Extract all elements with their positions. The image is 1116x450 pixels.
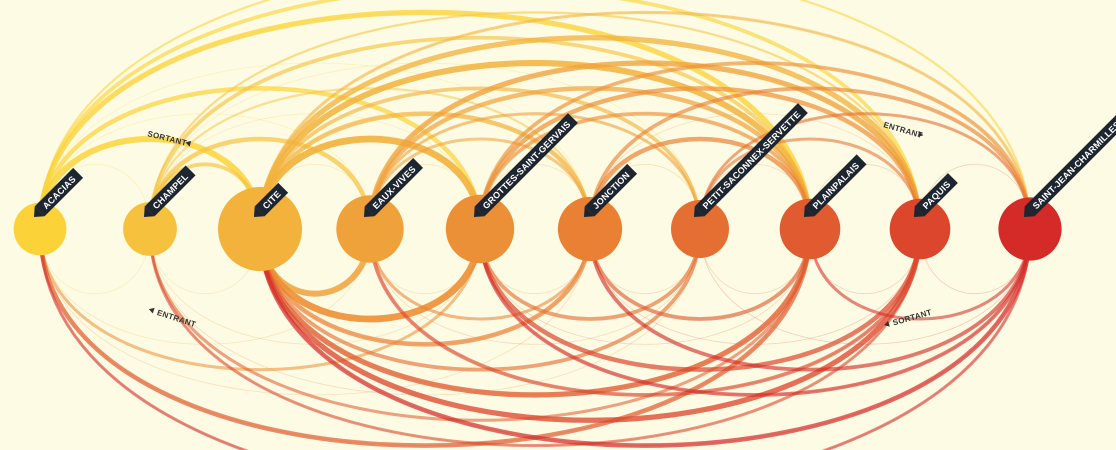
flow-arc-jonction-to-eaux-vives [368, 227, 592, 321]
faint-arc-acacias-saint-jean-charmilles [39, 0, 1031, 230]
arrow-left-icon [884, 320, 890, 327]
pin-icon [254, 206, 265, 217]
node-cite[interactable] [218, 187, 302, 271]
node-label-bg [804, 154, 867, 217]
arrow-right-icon [917, 131, 924, 137]
flow-arc-champel-to-paquis [148, 11, 922, 231]
faint-arc-champel-paquis [149, 12, 921, 230]
node-label-bg [474, 113, 578, 217]
node-saint-jean-charmilles[interactable] [998, 197, 1062, 261]
flow-arc-saint-jean-charmilles-to-grottes-saint-gervais [478, 227, 1032, 397]
flow-arc-jonction-to-plainpalais [587, 136, 813, 232]
node-label-bg [694, 103, 808, 217]
node-label-bg [584, 163, 638, 217]
node-label-bg [34, 167, 84, 217]
node-label-bg [144, 165, 196, 217]
node-petit-saconnex-servette[interactable] [671, 200, 729, 258]
flow-arc-cite-to-paquis [257, 35, 923, 232]
flow-arc-cite-to-saint-jean-charmilles [258, 11, 1032, 231]
node-acacias[interactable] [13, 202, 67, 256]
node-label-bg [364, 157, 424, 217]
flow-arc-jonction-to-saint-jean-charmilles [588, 86, 1032, 231]
flow-arc-plainpalais-to-jonction [588, 227, 812, 321]
flow-arc-eaux-vives-to-jonction [368, 137, 592, 231]
faint-arc-eaux-vives-petit-saconnex-servette [369, 228, 701, 345]
pin-icon [1024, 206, 1035, 217]
flow-arc-cite-to-plainpalais [256, 60, 814, 233]
node-grottes-saint-gervais[interactable] [445, 194, 515, 264]
flow-arc-grottes-saint-gervais-to-paquis [477, 86, 923, 232]
faint-arc-acacias-jonction [39, 62, 591, 230]
flow-arc-acacias-to-grottes-saint-gervais [37, 86, 483, 232]
node-label-bg [1024, 113, 1116, 217]
faint-arc-acacias-jonction [39, 228, 591, 396]
node-jonction[interactable] [557, 196, 623, 262]
flow-arc-eaux-vives-to-petit-saconnex-servette [368, 112, 702, 231]
pin-icon [694, 206, 705, 217]
flow-arcs [36, 0, 1033, 450]
arrow-left-icon [185, 140, 192, 147]
node-label-bg [254, 182, 289, 217]
faint-arc-acacias-eaux-vives [39, 228, 371, 345]
flow-arc-paquis-to-champel [148, 227, 922, 447]
faint-arc-jonction-paquis [589, 228, 921, 345]
flow-arc-acacias-to-plainpalais [37, 9, 813, 232]
pin-icon [914, 206, 925, 217]
flow-arc-petit-saconnex-servette-to-saint-jean-charmilles [698, 112, 1032, 231]
pin-icon [144, 206, 155, 217]
flow-arc-cite-to-jonction [257, 111, 593, 232]
flow-arc-paquis-to-eaux-vives [368, 227, 922, 397]
district-nodes [13, 187, 1062, 271]
pin-icon [34, 206, 45, 217]
node-plainpalais[interactable] [779, 198, 841, 260]
flow-arc-plainpalais-to-cite [257, 226, 813, 398]
flow-arc-acacias-to-saint-jean-charmilles [38, 0, 1032, 231]
flow-arc-petit-saconnex-servette-to-grottes-saint-gervais [478, 227, 702, 321]
flow-arc-grottes-saint-gervais-to-saint-jean-charmilles [478, 61, 1032, 231]
flow-arc-cite-to-petit-saconnex-servette [258, 86, 702, 231]
flow-arc-saint-jean-charmilles-to-cite [257, 226, 1033, 448]
flow-arc-paquis-to-grottes-saint-gervais [477, 226, 923, 372]
flow-arc-champel-to-jonction [148, 87, 592, 231]
node-champel[interactable] [123, 202, 177, 256]
node-eaux-vives[interactable] [336, 195, 404, 263]
faint-arc-grottes-saint-gervais-plainpalais [479, 228, 811, 345]
flow-arc-grottes-saint-gervais-to-acacias [38, 227, 482, 371]
flow-arc-saint-jean-charmilles-to-acacias [38, 227, 1032, 450]
flow-arc-saint-jean-charmilles-to-jonction [588, 227, 1032, 372]
pin-icon [584, 206, 595, 217]
node-label-bg [914, 173, 958, 217]
flow-arc-plainpalais-to-acacias [37, 226, 813, 448]
pin-icon [474, 206, 485, 217]
flow-arc-saint-jean-charmilles-to-plainpalais [808, 227, 1032, 321]
flow-arc-plainpalais-to-champel [148, 227, 812, 422]
flow-arc-jonction-to-cite [257, 226, 593, 347]
arrow-left-icon [148, 307, 155, 314]
pin-icon [364, 206, 375, 217]
pin-icon [804, 206, 815, 217]
faint-arc-petit-saconnex-servette-saint-jean-charmilles [699, 228, 1031, 345]
flow-arc-petit-saconnex-servette-to-cite [258, 227, 702, 372]
flow-arc-paquis-to-cite [257, 226, 923, 423]
flow-arc-champel-to-eaux-vives [147, 136, 373, 232]
node-paquis[interactable] [889, 198, 951, 260]
flow-arc-eaux-vives-to-paquis [367, 60, 923, 232]
flow-arc-acacias-to-paquis [38, 0, 922, 231]
flow-arc-eaux-vives-to-plainpalais [367, 86, 813, 232]
